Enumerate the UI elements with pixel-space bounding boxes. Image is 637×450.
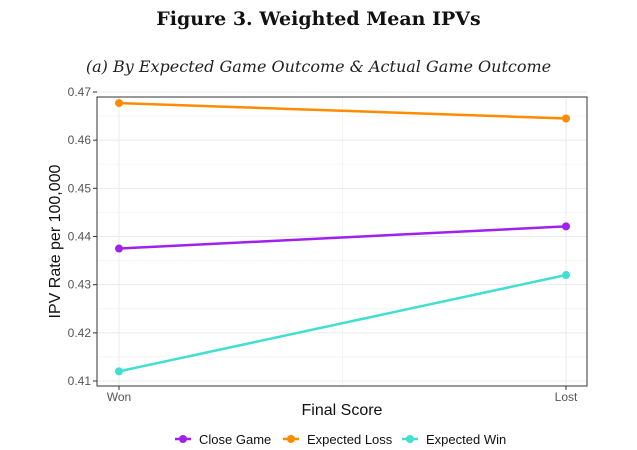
x-axis-title: Final Score — [302, 402, 383, 419]
series-expected-win — [115, 271, 570, 376]
series-layer — [115, 99, 570, 376]
data-point — [115, 244, 123, 253]
x-tick-label: Won — [107, 390, 131, 404]
legend-key-point — [179, 435, 187, 443]
legend-item: Expected Win — [402, 432, 506, 447]
data-point — [562, 114, 570, 123]
minor-grid — [97, 97, 587, 386]
series-close-game — [115, 222, 570, 253]
y-tick-label: 0.41 — [68, 374, 92, 388]
y-axis: 0.41 0.42 0.43 0.44 0.45 0.46 0.47 — [68, 85, 97, 388]
legend: Close Game Expected Loss Expected Win — [175, 432, 506, 447]
series-line — [118, 101, 567, 120]
figure-subtitle: (a) By Expected Game Outcome & Actual Ga… — [85, 57, 552, 76]
data-point — [562, 271, 570, 280]
series-expected-loss — [115, 99, 570, 123]
series-line — [118, 273, 567, 373]
legend-item: Expected Loss — [283, 432, 393, 447]
legend-label: Expected Loss — [307, 432, 393, 447]
y-tick-label: 0.46 — [68, 133, 92, 147]
x-tick-label: Lost — [555, 390, 578, 404]
y-tick-label: 0.44 — [68, 230, 92, 244]
y-tick-label: 0.47 — [68, 85, 92, 99]
legend-key-point — [406, 435, 414, 443]
y-tick-label: 0.42 — [68, 326, 92, 340]
y-tick-label: 0.45 — [68, 181, 92, 195]
legend-item: Close Game — [175, 432, 271, 447]
data-point — [115, 367, 123, 376]
data-point — [115, 99, 123, 108]
legend-label: Expected Win — [426, 432, 506, 447]
y-axis-title: IPV Rate per 100,000 — [47, 164, 64, 318]
legend-key-point — [287, 435, 295, 443]
y-tick-label: 0.43 — [68, 278, 92, 292]
data-point — [562, 222, 570, 231]
series-line — [118, 225, 567, 250]
plot-panel-border — [96, 96, 588, 387]
legend-label: Close Game — [199, 432, 271, 447]
figure-title: Figure 3. Weighted Mean IPVs — [156, 8, 481, 30]
x-axis: Won Lost — [107, 386, 578, 404]
